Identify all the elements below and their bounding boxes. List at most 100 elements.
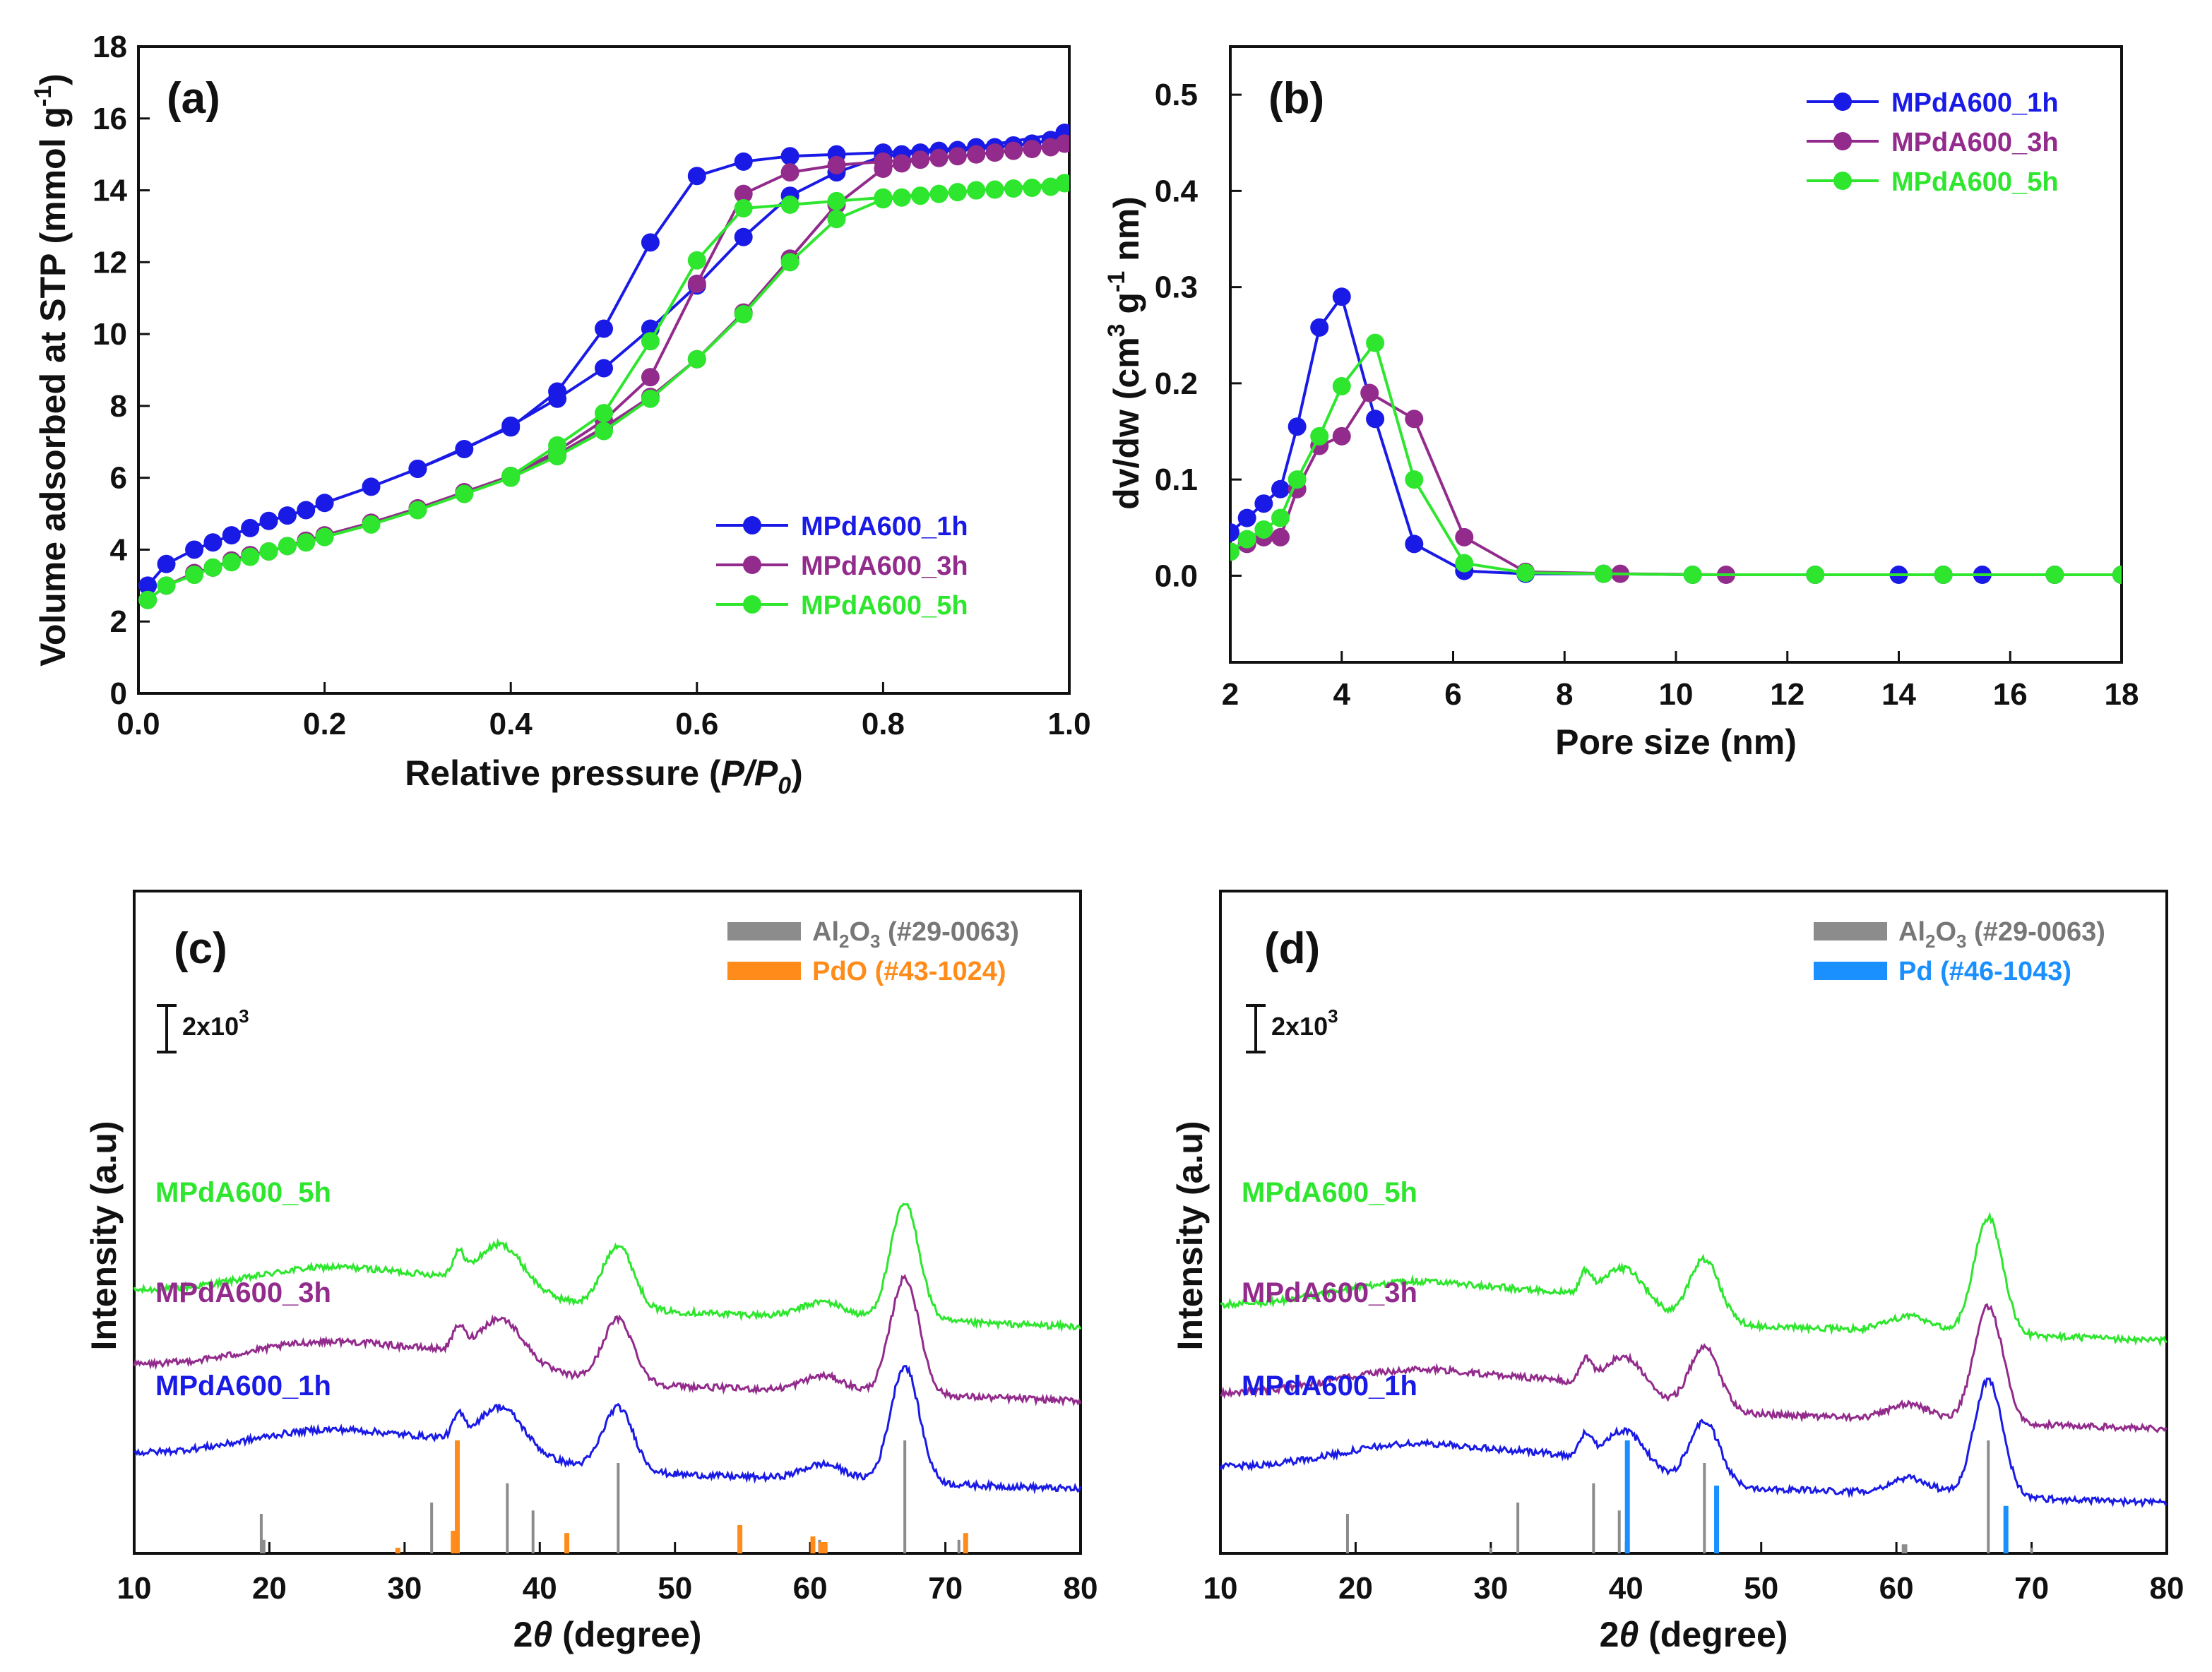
isotherm-point-MPdA600_3h [734,184,753,203]
isotherm-point-MPdA600_5h [455,484,474,503]
x-tick-label-a: 0.2 [303,707,346,741]
y-tick-label-b: 0.3 [1155,270,1198,305]
psd-point-MPdA600_1h [1254,494,1273,513]
pattern-label-MPdA600_5h: MPdA600_5h [155,1177,331,1208]
isotherm-point-MPdA600_5h [595,404,613,423]
psd-point-MPdA600_1h [1271,479,1290,498]
isotherm-point-MPdA600_1h [595,319,613,338]
isotherm-point-MPdA600_5h [362,515,381,534]
legend-c: Al2O3 (#29-0063) PdO (#43-1024) [727,917,1019,986]
isotherm-point-MPdA600_5h [734,199,753,217]
legend-label-c: Al2O3 (#29-0063) [812,917,1019,952]
isotherm-point-MPdA600_3h [780,163,799,182]
x-tick-label-a: 0.4 [489,707,533,741]
isotherm-point-MPdA600_5h [157,576,176,595]
isotherm-point-MPdA600_5h [1023,178,1042,197]
psd-point-MPdA600_5h [1230,542,1239,561]
legend-label-b: MPdA600_3h [1891,128,2059,157]
legend-marker-a [743,595,761,614]
legend-marker-b [1833,172,1852,190]
y-tick-label-b: 0.1 [1155,462,1198,497]
y-tick-label-b: 0.4 [1155,174,1199,208]
isotherm-point-MPdA600_1h [138,576,157,595]
isotherm-point-MPdA600_5h [241,547,260,566]
isotherm-point-MPdA600_5h [408,501,427,520]
psd-point-MPdA600_5h [1237,530,1256,549]
psd-point-MPdA600_5h [1288,470,1307,489]
x-axis-label-c: 2θ (degree) [513,1615,702,1654]
isotherm-point-MPdA600_5h [138,590,157,609]
isotherm-point-MPdA600_1h [362,477,381,496]
psd-point-MPdA600_5h [2045,566,2064,585]
isotherm-point-MPdA600_5h [222,553,241,572]
psd-point-MPdA600_5h [1516,563,1535,583]
isotherm-point-MPdA600_5h [297,533,316,552]
x-tick-label-b: 14 [1881,677,1916,712]
isotherm-point-MPdA600_1h [315,494,334,513]
panel-label-a: (a) [167,74,220,123]
legend-swatch-d [1814,962,1887,980]
xrd-pattern-MPdA600_1h [1219,1378,2168,1508]
legend-swatch-d [1814,922,1887,940]
pattern-label-MPdA600_1h: MPdA600_1h [155,1371,331,1402]
psd-point-MPdA600_5h [1271,508,1290,527]
isotherm-point-MPdA600_5h [687,251,706,270]
isotherm-point-MPdA600_5h [827,191,846,210]
x-tick-label-c: 10 [117,1571,152,1606]
x-tick-label-b: 18 [2105,677,2139,712]
psd-point-MPdA600_5h [1405,470,1424,489]
isotherm-point-MPdA600_1h [278,506,297,525]
isotherm-point-MPdA600_3h [967,145,986,164]
legend-label-d: Pd (#46-1043) [1898,957,2071,986]
isotherm-point-MPdA600_5h [203,558,222,577]
panel-b: 2 4 6 8 10 12 14 16 18 0.0 0.1 0.2 0.3 0.4 0.5 (b) Por… [1103,45,2139,762]
isotherm-point-MPdA600_1h [222,526,241,545]
legend-label-b: MPdA600_1h [1891,88,2059,118]
x-tick-label-c: 70 [928,1571,963,1606]
y-axis-label-b: dv/dw (cm3 g-1 nm) [1103,196,1146,510]
pattern-label-MPdA600_3h: MPdA600_3h [1242,1277,1417,1308]
psd-point-MPdA600_5h [2112,566,2122,585]
panel-label-c: (c) [174,924,227,973]
isotherm-point-MPdA600_3h [641,368,660,387]
isotherm-point-MPdA600_1h [687,167,706,186]
psd-point-MPdA600_3h [1271,527,1290,547]
y-axis-label-c: Intensity (a.u) [84,1121,124,1350]
xrd-pattern-MPdA600_5h [133,1202,1082,1332]
isotherm-point-MPdA600_1h [780,147,799,166]
isotherm-point-MPdA600_5h [967,181,986,200]
psd-point-MPdA600_3h [1405,410,1424,429]
legend-a: MPdA600_1h MPdA600_3h MPdA600_5h [716,512,968,621]
isotherm-point-MPdA600_5h [259,542,278,561]
x-tick-label-b: 2 [1222,677,1239,712]
psd-point-MPdA600_5h [1934,566,1953,585]
x-tick-label-c: 30 [387,1571,422,1606]
x-tick-label-c: 20 [252,1571,287,1606]
isotherm-point-MPdA600_5h [595,422,613,441]
x-axis-label-a: Relative pressure (P/P0) [405,753,803,799]
x-axis-label-d: 2θ (degree) [1600,1615,1788,1654]
x-tick-label-a: 0.8 [862,707,905,741]
legend-marker-a [743,516,761,535]
legend-marker-b [1833,132,1852,150]
x-tick-label-c: 80 [1064,1571,1098,1606]
isotherm-point-MPdA600_3h [1041,138,1060,157]
y-tick-label-b: 0.2 [1155,366,1198,401]
isotherm-point-MPdA600_1h [501,418,521,437]
y-tick-label-a: 10 [93,317,127,352]
psd-line-MPdA600_3h [1230,390,2122,576]
panel-c: 10 20 30 40 50 60 70 80 (c) 2x103 Al2O3 (#29-00… [84,890,1098,1654]
panel-d: 10 20 30 40 50 60 70 80 (d) 2x103 Al2O3 (#29-00… [1170,890,2184,1654]
y-tick-label-a: 6 [110,461,127,496]
isotherm-point-MPdA600_1h [297,501,316,520]
y-tick-label-a: 4 [110,532,128,567]
x-tick-label-d: 30 [1473,1571,1508,1606]
y-tick-label-a: 8 [110,389,127,424]
x-tick-label-b: 6 [1444,677,1461,712]
psd-point-MPdA600_1h [1288,417,1307,436]
panel-label-b: (b) [1268,74,1324,123]
x-tick-label-b: 8 [1556,677,1573,712]
xrd-pattern-MPdA600_1h [133,1365,1082,1495]
isotherm-point-MPdA600_3h [892,154,911,173]
